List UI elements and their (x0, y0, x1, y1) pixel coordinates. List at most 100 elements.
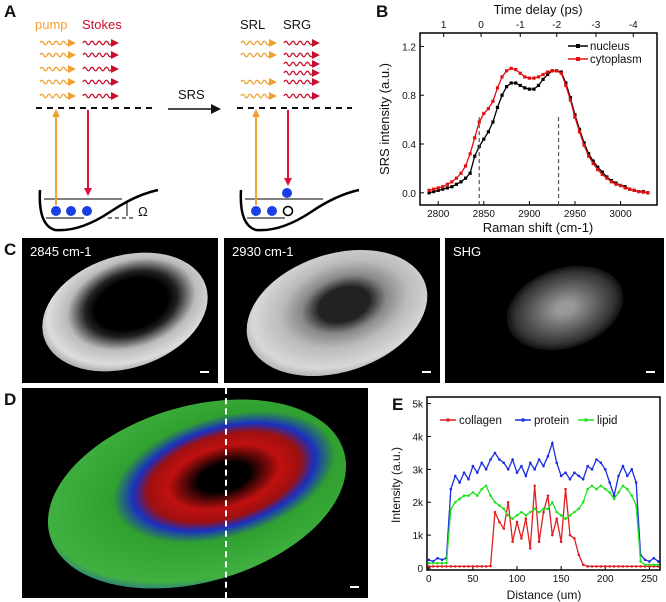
data-point-lipid (493, 500, 497, 504)
data-point-lipid (581, 500, 585, 504)
x-tick-label: 150 (553, 574, 570, 585)
data-point-collagen (436, 565, 439, 568)
data-point-protein (449, 487, 453, 491)
y-tick-label: 3k (412, 465, 424, 476)
data-point-protein (639, 553, 642, 557)
data-point-lipid (643, 563, 647, 567)
data-point-lipid (528, 510, 532, 514)
data-point-collagen (555, 517, 559, 520)
legend-marker-nucleus (576, 44, 580, 48)
data-point-cytoplasm (523, 75, 527, 79)
legend-marker-lipid (584, 418, 588, 422)
data-point-lipid (555, 510, 559, 514)
data-point-protein (621, 464, 625, 468)
data-point-protein (603, 468, 607, 471)
data-point-lipid (431, 561, 435, 565)
data-point-lipid (506, 514, 510, 517)
data-point-cytoplasm (568, 98, 573, 102)
stokes-photon-icon-head (312, 92, 320, 100)
stokes-label: Stokes (82, 17, 122, 32)
y-tick-label: 5k (412, 400, 424, 411)
pump-photon-icon (240, 39, 277, 47)
y-tick-label: 0 (417, 564, 423, 575)
stokes-photon-icon-wave (82, 40, 113, 46)
data-point-lipid (467, 494, 470, 497)
data-point-collagen (476, 565, 479, 568)
data-point-nucleus (527, 87, 531, 91)
molecule-dot (66, 206, 76, 216)
data-point-collagen (467, 565, 470, 568)
data-point-collagen (445, 565, 448, 568)
plot-frame (419, 32, 658, 206)
data-point-cytoplasm (459, 171, 463, 175)
data-point-nucleus (596, 165, 600, 169)
data-point-lipid (656, 563, 660, 567)
data-point-nucleus (427, 191, 431, 195)
data-point-protein (568, 477, 572, 481)
stokes-photon-icon (82, 78, 119, 86)
molecule-dot (51, 206, 61, 216)
data-point-collagen (480, 565, 484, 568)
data-point-protein (520, 464, 523, 468)
data-point-cytoplasm (582, 143, 586, 147)
pump-photon-icon-head (68, 78, 76, 86)
x-tick-label: 2850 (473, 209, 496, 220)
data-point-nucleus (450, 185, 454, 189)
data-point-nucleus (473, 154, 477, 158)
data-point-protein (626, 474, 629, 478)
data-point-cytoplasm (646, 191, 650, 195)
data-point-nucleus (509, 81, 513, 85)
series-line-collagen (428, 485, 659, 568)
stokes-photon-icon-wave (82, 66, 113, 72)
data-point-protein (551, 441, 554, 445)
data-point-protein (643, 558, 647, 562)
data-point-lipid (599, 484, 603, 488)
data-point-protein (652, 556, 656, 560)
data-point-lipid (612, 497, 616, 501)
data-point-nucleus (468, 171, 472, 175)
pump-photon-icon (39, 78, 76, 86)
pump-photon-icon-wave (240, 40, 271, 46)
data-point-protein (555, 461, 559, 465)
data-point-nucleus (546, 72, 550, 77)
data-point-nucleus (532, 87, 536, 91)
srs-spectrum-chart: Time delay (ps) Raman shift (cm-1) SRS i… (377, 2, 658, 235)
panel-label-a: A (4, 2, 17, 21)
data-point-cytoplasm (614, 182, 618, 186)
data-point-lipid (559, 514, 563, 517)
data-point-protein (445, 556, 448, 560)
data-point-nucleus (582, 141, 586, 145)
data-point-collagen (511, 540, 514, 544)
data-point-cytoplasm (441, 185, 445, 189)
data-point-cytoplasm (432, 187, 436, 191)
data-point-protein (502, 461, 506, 465)
data-point-protein (634, 481, 638, 484)
data-point-cytoplasm (518, 71, 522, 75)
srs-image-2930: 2930 cm-1 (224, 238, 440, 383)
data-point-nucleus (523, 86, 527, 90)
data-point-protein (440, 558, 444, 562)
data-point-nucleus (486, 130, 490, 134)
pump-label: pump (35, 17, 68, 32)
x-tick-label: 0 (426, 574, 432, 585)
data-point-cytoplasm (473, 136, 477, 140)
data-point-collagen (498, 520, 501, 524)
data-point-lipid (471, 491, 475, 494)
data-point-collagen (599, 565, 603, 568)
data-point-nucleus (432, 189, 436, 194)
stokes-photon-icon (283, 78, 320, 86)
data-point-collagen (520, 537, 523, 540)
y-tick-label: 1.2 (402, 42, 416, 53)
data-point-lipid (590, 484, 594, 488)
data-point-cytoplasm (450, 180, 454, 184)
molecule-dot (82, 206, 92, 216)
data-point-collagen (581, 563, 585, 567)
data-point-protein (462, 471, 466, 474)
data-point-collagen (608, 565, 611, 568)
stokes-photon-icon-head (111, 65, 119, 73)
pump-photon-icon (240, 78, 277, 86)
data-point-cytoplasm (577, 130, 582, 134)
data-point-lipid (630, 494, 634, 497)
data-point-lipid (511, 517, 514, 520)
data-point-lipid (520, 510, 523, 514)
